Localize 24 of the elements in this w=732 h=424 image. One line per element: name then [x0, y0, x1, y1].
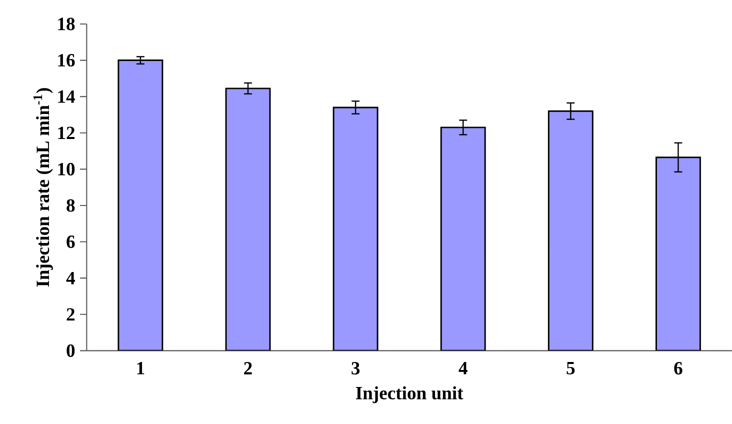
- y-axis-title: Injection rate (mL min$^{-1}$): [33, 88, 53, 287]
- y-tick-label: 12: [58, 126, 75, 140]
- x-tick-label: 6: [674, 362, 682, 375]
- y-tick-label: 16: [58, 54, 75, 67]
- bar: [655, 156, 701, 351]
- x-tick-label: 1: [137, 362, 144, 374]
- y-tick-label: 14: [58, 90, 75, 103]
- y-tick-label: 18: [58, 18, 75, 30]
- bar: [118, 60, 164, 351]
- x-tick-label: 4: [458, 362, 468, 374]
- x-tick-label: 3: [352, 362, 360, 375]
- bar: [225, 88, 271, 351]
- bar: [548, 110, 594, 351]
- y-tick-label: 2: [66, 308, 75, 321]
- x-axis-title: Injection unit: [356, 386, 464, 404]
- y-tick-label: 8: [66, 199, 75, 212]
- x-tick-label: 2: [244, 362, 252, 374]
- x-tick-label: 5: [566, 362, 575, 374]
- y-tick-label: 4: [66, 272, 75, 284]
- bar: [332, 106, 378, 351]
- bar: [440, 126, 486, 351]
- y-tick-label: 0: [66, 344, 75, 357]
- y-tick-label: 6: [66, 236, 75, 248]
- y-tick-label: 10: [58, 162, 75, 176]
